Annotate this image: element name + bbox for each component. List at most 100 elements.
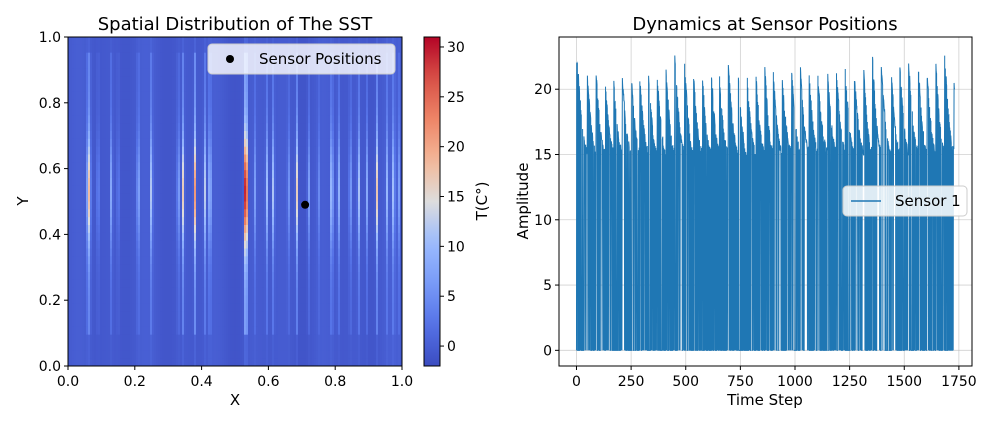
heatmap-cell [102, 225, 105, 234]
heatmap-cell [208, 99, 211, 109]
heatmap-cell [198, 76, 201, 85]
heatmap-cell [68, 319, 71, 328]
heatmap-cell [258, 123, 261, 132]
heatmap-cell [138, 303, 141, 312]
heatmap-cell [176, 225, 179, 234]
heatmap-cell [158, 44, 161, 54]
heatmap-cell [202, 146, 205, 156]
heatmap-cell [268, 295, 271, 304]
heatmap-cell [100, 311, 103, 320]
heatmap-cell [296, 303, 299, 312]
heatmap-cell [288, 287, 291, 297]
heatmap-cell [196, 178, 199, 187]
heatmap-cell [158, 84, 161, 93]
heatmap-cell [180, 99, 183, 109]
heatmap-cell [276, 232, 279, 242]
heatmap-cell [126, 264, 129, 273]
heatmap-cell [118, 319, 121, 328]
heatmap-cell [140, 209, 143, 218]
heatmap-cell [102, 138, 105, 148]
heatmap-cell [258, 295, 261, 304]
heatmap-cell [194, 311, 197, 320]
heatmap-cell [146, 209, 149, 218]
heatmap-cell [248, 178, 251, 187]
heatmap-cell [186, 287, 189, 297]
heatmap-cell [138, 201, 141, 210]
heatmap-cell [72, 84, 75, 93]
heatmap-cell [88, 303, 91, 312]
heatmap-cell [246, 225, 249, 234]
heatmap-cell [100, 240, 103, 250]
heatmap-cell [232, 146, 235, 156]
heatmap-cell [128, 131, 131, 140]
heatmap-cell [88, 178, 91, 187]
heatmap-cell [216, 138, 219, 148]
heatmap-cell [290, 146, 293, 156]
heatmap-cell [302, 84, 305, 93]
heatmap-cell [76, 185, 79, 195]
heatmap-cell [226, 138, 229, 148]
heatmap-cell [264, 138, 267, 148]
heatmap-cell [282, 178, 285, 187]
heatmap-cell [290, 99, 293, 109]
heatmap-cell [164, 138, 167, 148]
heatmap-cell [190, 342, 193, 351]
heatmap-cell [146, 287, 149, 297]
heatmap-cell [76, 209, 79, 218]
heatmap-cell [284, 232, 287, 242]
heatmap-cell [138, 311, 141, 320]
heatmap-cell [104, 91, 107, 101]
heatmap-cell [304, 225, 307, 234]
heatmap-cell [214, 232, 217, 242]
heatmap-cell [134, 272, 137, 281]
heatmap-cell [124, 154, 127, 163]
heatmap-cell [224, 131, 227, 140]
heatmap-cell [260, 115, 263, 124]
heatmap-cell [236, 193, 239, 203]
heatmap-cell [304, 185, 307, 195]
heatmap-cell [220, 295, 223, 304]
heatmap-cell [180, 303, 183, 312]
heatmap-cell [298, 107, 301, 116]
heatmap-cell [122, 178, 125, 187]
heatmap-cell [98, 123, 101, 132]
heatmap-cell [246, 138, 249, 148]
heatmap-cell [180, 37, 183, 46]
heatmap-cell [110, 170, 113, 179]
heatmap-cell [192, 107, 195, 116]
heatmap-cell [302, 232, 305, 242]
heatmap-cell [114, 99, 117, 109]
heatmap-cell [250, 326, 253, 336]
heatmap-cell [134, 311, 137, 320]
heatmap-cell [174, 287, 177, 297]
heatmap-cell [158, 91, 161, 101]
heatmap-cell [84, 209, 87, 218]
heatmap-cell [80, 232, 83, 242]
heatmap-cell [230, 295, 233, 304]
heatmap-cell [160, 115, 163, 124]
heatmap-cell [222, 193, 225, 203]
heatmap-cell [254, 248, 257, 257]
heatmap-cell [176, 201, 179, 210]
heatmap-cell [106, 350, 109, 359]
heatmap-cell [102, 256, 105, 265]
heatmap-cell [246, 303, 249, 312]
heatmap-cell [178, 99, 181, 109]
heatmap-cell [168, 146, 171, 156]
heatmap-cell [162, 319, 165, 328]
heatmap-cell [124, 115, 127, 124]
heatmap-cell [298, 76, 301, 85]
heatmap-cell [212, 99, 215, 109]
heatmap-cell [228, 37, 231, 46]
heatmap-cell [166, 115, 169, 124]
heatmap-cell [218, 240, 221, 250]
heatmap-cell [134, 264, 137, 273]
heatmap-cell [118, 240, 121, 250]
heatmap-cell [100, 209, 103, 218]
heatmap-cell [128, 201, 131, 210]
heatmap-cell [230, 256, 233, 265]
heatmap-cell [296, 326, 299, 336]
heatmap-cell [242, 240, 245, 250]
heatmap-cell [270, 303, 273, 312]
heatmap-cell [294, 295, 297, 304]
